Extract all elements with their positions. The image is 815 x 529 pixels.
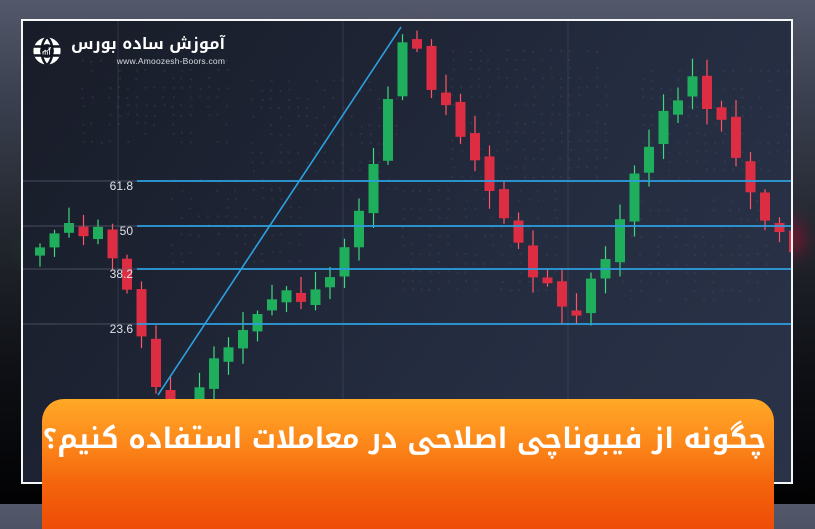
svg-text:23.6: 23.6: [110, 322, 134, 336]
svg-text:61.8: 61.8: [110, 179, 134, 193]
svg-text:38.2: 38.2: [110, 267, 134, 281]
svg-text:50: 50: [120, 224, 134, 238]
